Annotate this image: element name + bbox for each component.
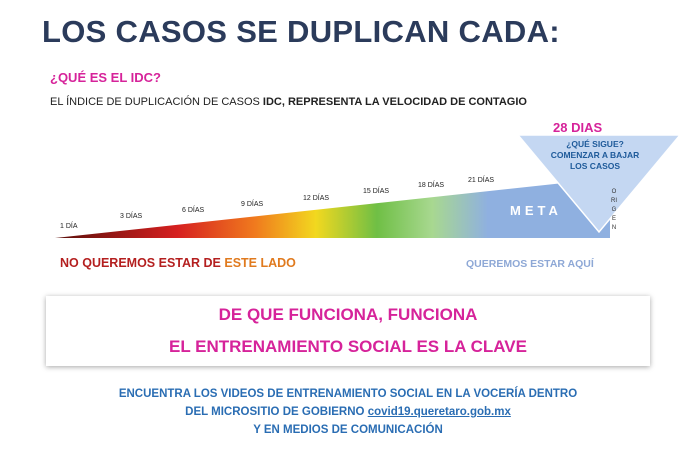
next-step-text: ¿QUÉ SIGUE? COMENZAR A BAJAR LOS CASOS [550, 139, 640, 171]
definition-text: EL ÍNDICE DE DUPLICACIÓN DE CASOS [50, 96, 263, 108]
message-line-1: DE QUE FUNCIONA, FUNCIONA [218, 305, 478, 324]
caption-part-1: NO QUEREMOS [60, 256, 159, 270]
tick-9-dias: 9 DÍAS [241, 201, 264, 208]
tick-1-dia: 1 DÍA [60, 223, 78, 230]
bottom-left-caption: NO QUEREMOS ESTAR DE ESTE LADO [60, 256, 296, 270]
definition-bold: IDC, REPRESENTA LA VELOCIDAD DE CONTAGIO [262, 96, 527, 108]
message-box [46, 296, 650, 366]
idc-definition: EL ÍNDICE DE DUPLICACIÓN DE CASOS IDC, R… [50, 96, 527, 108]
target-triangle [516, 134, 682, 234]
bottom-right-caption: QUEREMOS ESTAR AQUÍ [466, 258, 594, 270]
target-days: 28 DIAS [553, 120, 603, 135]
footer-line-2-text: DEL MICROSITIO DE GOBIERNO [185, 406, 368, 418]
meta-label: META [510, 203, 562, 218]
footer-line-2: DEL MICROSITIO DE GOBIERNO covid19.quere… [20, 406, 676, 418]
tick-21-dias: 21 DÍAS [468, 177, 495, 184]
idc-ramp [55, 178, 610, 238]
caption-part-2: ESTAR DE [158, 256, 225, 270]
footer-line-3: Y EN MEDIOS DE COMUNICACIÓN [253, 424, 443, 436]
idc-question: ¿QUÉ ES EL IDC? [50, 70, 161, 85]
caption-part-3: ESTE LADO [224, 256, 296, 270]
tick-15-dias: 15 DÍAS [363, 188, 390, 195]
page-title: LOS CASOS SE DUPLICAN CADA: [42, 14, 560, 49]
message-line-2: EL ENTRENAMIENTO SOCIAL ES LA CLAVE [169, 337, 527, 356]
origin-label: ORIGEN [611, 189, 617, 231]
tick-3-dias: 3 DÍAS [120, 213, 143, 220]
tick-12-dias: 12 DÍAS [303, 195, 330, 202]
microsite-link[interactable]: covid19.queretaro.gob.mx [367, 406, 511, 418]
tick-18-dias: 18 DÍAS [418, 182, 445, 189]
tick-6-dias: 6 DÍAS [182, 207, 205, 214]
footer-line-1: ENCUENTRA LOS VIDEOS DE ENTRENAMIENTO SO… [118, 388, 578, 400]
